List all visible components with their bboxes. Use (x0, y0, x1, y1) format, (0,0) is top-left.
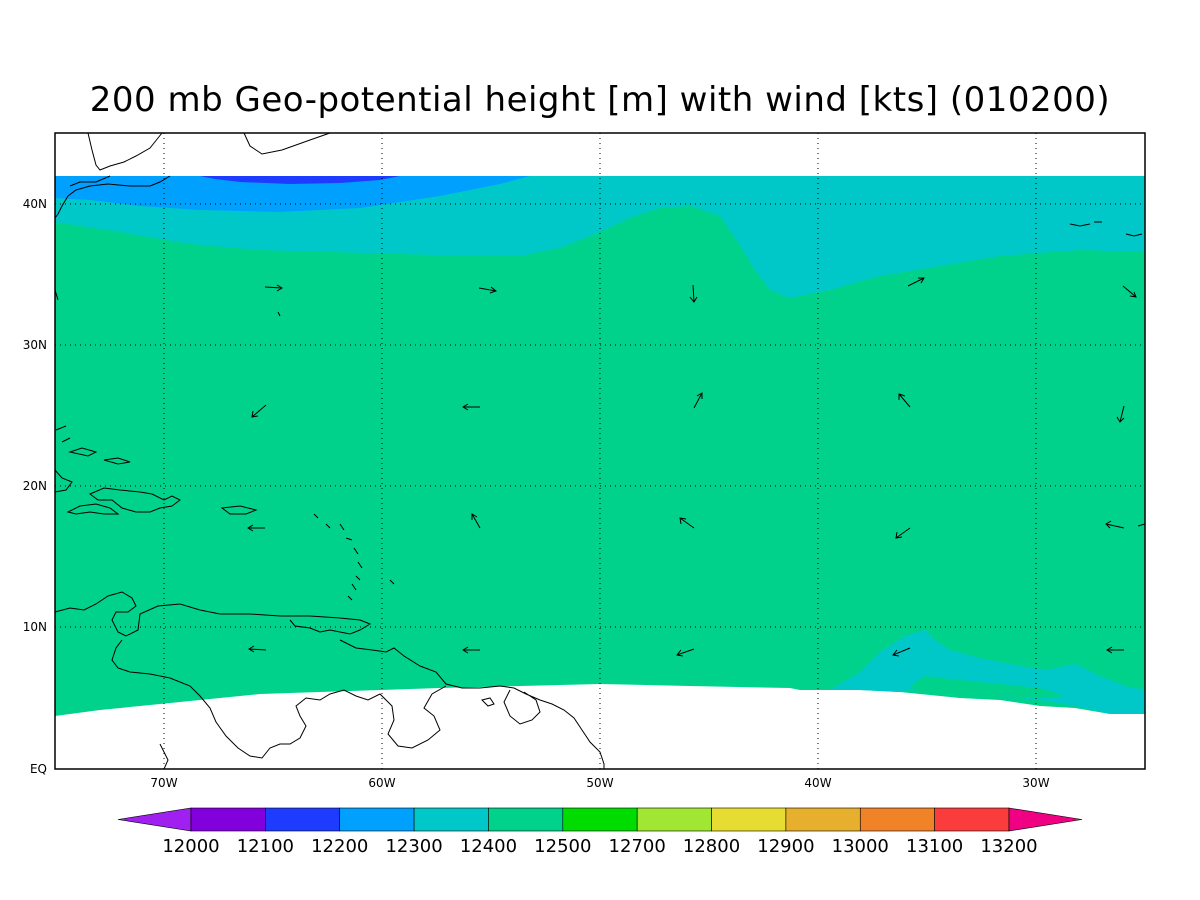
wind-arrow (251, 404, 267, 418)
contour-fill-12500-pocket (910, 676, 1065, 698)
colorbar-segment (711, 807, 787, 832)
wind-arrow (907, 277, 925, 287)
colorbar-label: 12500 (534, 836, 591, 857)
colorbar-segment (190, 807, 266, 832)
coastline-north-america (54, 132, 331, 301)
colorbar-label: 12300 (385, 836, 442, 857)
coastline-greater-antilles (54, 425, 258, 515)
wind-arrow (247, 524, 265, 532)
contour-fill-12500 (55, 176, 1145, 716)
colorbar-segment (636, 807, 712, 832)
wind-arrow (471, 513, 481, 529)
lat-label-40n: 40N (23, 197, 47, 211)
colorbar-label: 12400 (460, 836, 517, 857)
lat-label-30n: 30N (23, 338, 47, 352)
contour-fill-12200 (200, 176, 400, 184)
colorbar-segment (413, 807, 489, 832)
color-bar: 12000 12100 12200 12300 12400 12500 12700 12800… (117, 807, 1083, 857)
lon-label-30w: 30W (1022, 776, 1049, 790)
colorbar-segment (488, 807, 564, 832)
colorbar-label: 12100 (237, 836, 294, 857)
colorbar-segment (562, 807, 638, 832)
wind-arrow (264, 284, 283, 292)
lon-label-60w: 60W (368, 776, 395, 790)
coastline-south-america (54, 591, 605, 770)
wind-arrow (689, 284, 698, 303)
wind-arrow (676, 648, 695, 657)
lon-label-70w: 70W (150, 776, 177, 790)
lon-label-40w: 40W (804, 776, 831, 790)
contour-fill-12300 (55, 176, 530, 212)
colorbar-segment (934, 807, 1010, 832)
colorbar-label: 13200 (980, 836, 1037, 857)
colorbar-label: 12800 (683, 836, 740, 857)
wind-arrow (462, 403, 480, 411)
colorbar-label: 13100 (906, 836, 963, 857)
contour-fill-12400-southeast (800, 630, 1145, 714)
colorbar-label: 12200 (311, 836, 368, 857)
colorbar-label: 12900 (757, 836, 814, 857)
map-frame (54, 132, 1146, 770)
colorbar-segment (339, 807, 415, 832)
lon-label-50w: 50W (586, 776, 613, 790)
colorbar-label: 12700 (609, 836, 666, 857)
wind-arrow (892, 647, 911, 657)
wind-arrow (895, 527, 911, 539)
lat-label-20n: 20N (23, 479, 47, 493)
colorbar-segment (859, 807, 935, 832)
wind-vectors (247, 277, 1137, 657)
wind-arrow (1122, 285, 1137, 298)
wind-arrow (248, 645, 267, 653)
wind-arrow (1106, 646, 1124, 654)
wind-arrow (462, 646, 480, 654)
coastlines (54, 132, 1146, 770)
colorbar-segment-high (1008, 807, 1083, 832)
height-field (55, 176, 1145, 716)
colorbar-label: 12000 (162, 836, 219, 857)
wind-arrow (679, 517, 695, 529)
lat-label-10n: 10N (23, 620, 47, 634)
wind-arrow (1116, 405, 1125, 423)
wind-arrow (1105, 520, 1125, 529)
wind-arrow (478, 286, 498, 294)
wind-arrow (693, 392, 703, 409)
lat-label-eq: EQ (30, 762, 47, 776)
colorbar-label: 13000 (832, 836, 889, 857)
coastline-islands-east (1069, 221, 1146, 527)
colorbar-segment-low (117, 807, 192, 832)
colorbar-segment (265, 807, 341, 832)
wind-arrow (898, 393, 911, 408)
map-title: 200 mb Geo-potential height [m] with win… (89, 80, 1111, 120)
lat-axis-labels: 40N 30N 20N 10N EQ (23, 197, 47, 776)
coastline-lesser-antilles (277, 311, 395, 601)
graticule (55, 133, 1145, 769)
lon-axis-labels: 70W 60W 50W 40W 30W (150, 776, 1049, 790)
colorbar-segment (785, 807, 861, 832)
